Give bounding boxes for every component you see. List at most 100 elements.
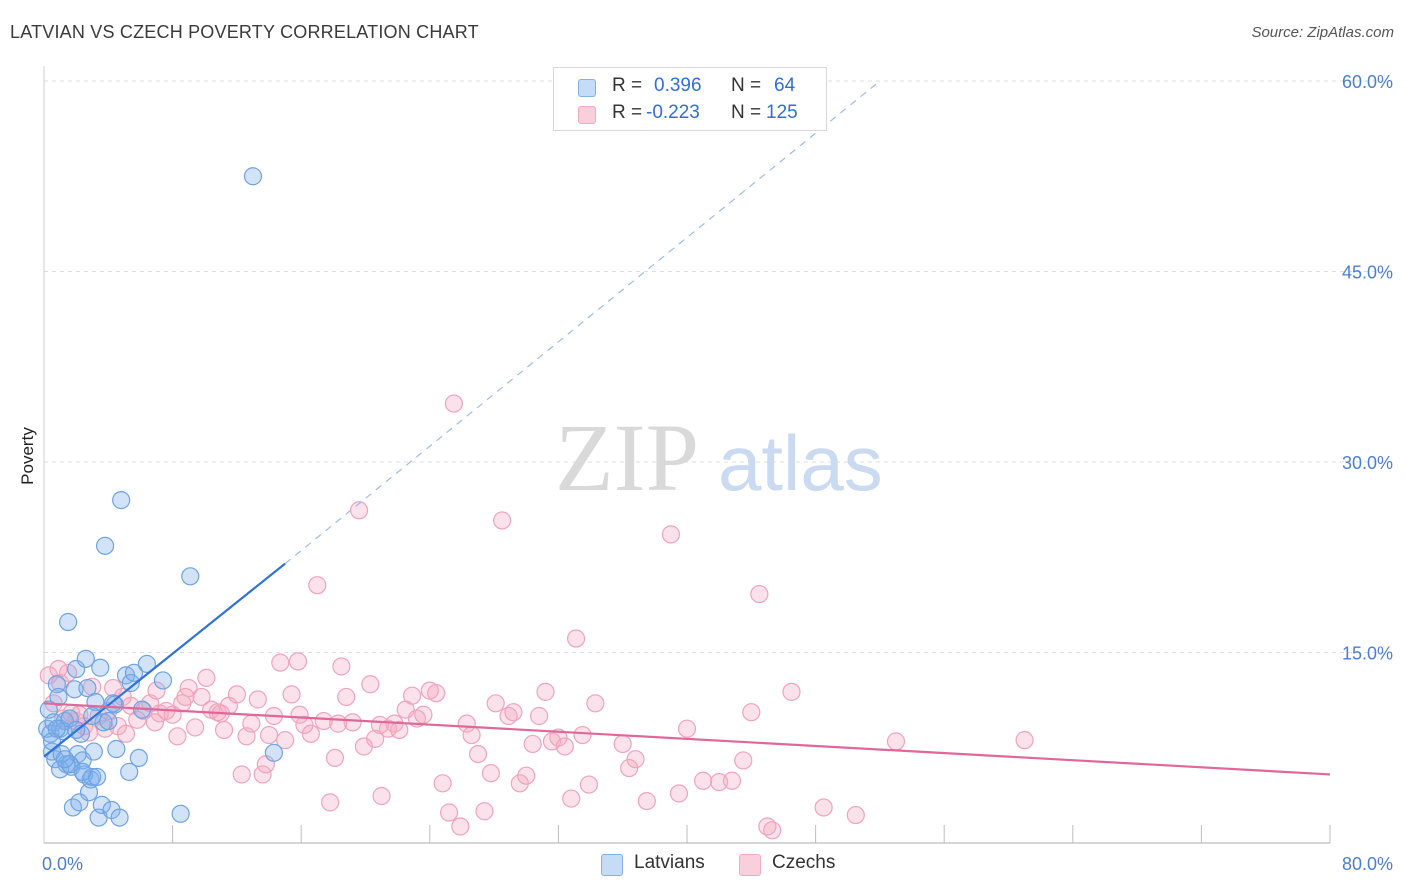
- grid-lines: [44, 80, 1394, 653]
- latvians-swatch: [578, 79, 596, 97]
- czech-point: [693, 771, 713, 790]
- legend-n-label: N =: [731, 75, 762, 96]
- latvian-trend-extension: [284, 80, 881, 565]
- latvian-point: [73, 762, 92, 781]
- czech-point: [214, 720, 234, 740]
- czech-point: [486, 694, 505, 713]
- czech-point: [248, 690, 267, 709]
- czech-point: [343, 713, 362, 732]
- latvian-point: [181, 567, 200, 586]
- czech-point: [147, 681, 166, 700]
- czech-point: [288, 652, 308, 671]
- czech-point: [626, 750, 645, 769]
- czech-point: [742, 703, 761, 722]
- y-tick-label: 45.0%: [1342, 263, 1393, 283]
- czech-point: [321, 793, 340, 812]
- czech-point: [886, 732, 906, 751]
- legend-row-czechs: R = -0.223 N = 125: [554, 102, 826, 128]
- czech-point: [734, 751, 753, 770]
- latvian-point: [95, 536, 115, 555]
- czech-point: [444, 394, 464, 413]
- czech-point: [295, 715, 314, 734]
- legend-n-value: 125: [766, 102, 798, 123]
- czech-point: [290, 705, 309, 724]
- czech-point: [782, 682, 801, 701]
- latvian-point: [171, 804, 190, 823]
- czech-point: [750, 584, 769, 604]
- czech-point: [176, 687, 195, 707]
- czech-point: [145, 713, 165, 732]
- czech-point: [372, 786, 391, 806]
- czech-point: [253, 765, 272, 784]
- legend-r-value: -0.223: [646, 102, 700, 123]
- latvian-point: [76, 649, 95, 668]
- czech-point: [414, 705, 433, 724]
- czech-point: [390, 720, 409, 740]
- czech-point: [282, 685, 301, 704]
- correlation-legend: R = 0.396 N = 64 R = -0.223 N = 125: [553, 67, 827, 131]
- latvian-point: [49, 687, 68, 707]
- czech-point: [370, 715, 390, 734]
- czech-point: [462, 725, 481, 745]
- czech-point: [451, 817, 470, 836]
- latvian-point: [55, 750, 74, 769]
- czech-point: [227, 685, 246, 704]
- czech-point: [613, 734, 632, 754]
- latvian-point: [83, 767, 102, 787]
- czech-point: [637, 791, 656, 811]
- legend-r-label: R =: [612, 102, 643, 123]
- czech-point: [427, 684, 446, 703]
- latvian-point: [60, 709, 79, 728]
- czechs-swatch: [578, 106, 596, 124]
- czech-point: [433, 774, 452, 793]
- czech-trend-line: [43, 702, 1331, 776]
- czech-point: [337, 687, 356, 707]
- czech-point: [314, 711, 333, 731]
- czech-point: [276, 731, 295, 750]
- czech-point: [232, 765, 251, 784]
- czech-point: [49, 659, 68, 679]
- czech-point: [475, 802, 494, 821]
- latvian-point: [264, 743, 283, 762]
- czech-point: [510, 774, 529, 793]
- watermark-atlas: atlas: [718, 419, 883, 507]
- czech-point: [573, 725, 592, 745]
- czech-point: [439, 803, 459, 822]
- czech-point: [579, 775, 599, 794]
- czech-point: [301, 724, 320, 743]
- latvian-point: [121, 673, 140, 693]
- czech-point: [403, 686, 422, 705]
- latvian-point: [112, 491, 131, 510]
- latvian-point: [153, 671, 173, 690]
- czech-point: [530, 706, 549, 726]
- latvian-point: [107, 739, 126, 759]
- trend-lines: [43, 80, 1331, 776]
- czech-point: [242, 714, 261, 733]
- czech-point: [846, 805, 865, 825]
- latvian-point: [78, 678, 97, 698]
- y-tick-label: 60.0%: [1342, 72, 1393, 92]
- czech-point: [493, 511, 512, 530]
- latvian-point: [87, 767, 107, 787]
- latvians-legend-swatch: [601, 854, 623, 876]
- czech-point: [562, 789, 581, 808]
- czech-point: [271, 653, 290, 672]
- czech-point: [536, 682, 555, 701]
- latvian-trend-line: [43, 562, 286, 758]
- latvian-point: [243, 167, 263, 186]
- czech-point: [722, 771, 742, 790]
- czech-point: [586, 694, 605, 713]
- czech-point: [329, 714, 348, 733]
- source-label: Source: ZipAtlas.com: [1251, 24, 1394, 41]
- czech-point: [504, 703, 523, 722]
- tick-labels: 15.0% 30.0% 45.0% 60.0% 0.0% 80.0%: [42, 72, 1393, 874]
- czech-point: [523, 734, 542, 754]
- czech-point: [168, 727, 187, 746]
- latvian-point: [99, 711, 118, 731]
- latvian-point: [120, 762, 139, 781]
- czech-point: [332, 657, 351, 676]
- czech-point: [366, 729, 385, 748]
- watermark: ZIP atlas: [555, 404, 883, 511]
- latvian-point: [92, 795, 111, 815]
